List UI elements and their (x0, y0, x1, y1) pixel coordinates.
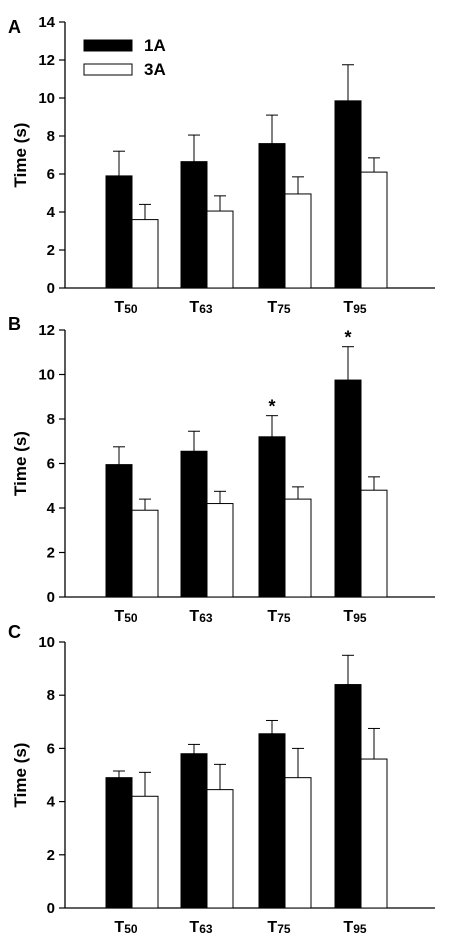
bar-3a-75 (284, 777, 312, 909)
x-tick-label: T95 (343, 299, 366, 316)
y-axis-label: Time (s) (11, 123, 30, 188)
y-tick-label: 14 (38, 14, 55, 31)
y-tick-label: 2 (47, 545, 55, 562)
x-tick-subscript: 95 (353, 302, 367, 316)
bar-3a-75 (284, 498, 312, 598)
bar-1a-75 (258, 733, 286, 909)
x-tick-label: T75 (267, 299, 290, 316)
x-tick-subscript: 63 (199, 611, 213, 625)
bar-3a-50 (131, 795, 159, 909)
x-tick-subscript: 75 (277, 922, 291, 936)
y-tick-label: 8 (47, 411, 55, 428)
x-tick-subscript: 95 (353, 611, 367, 625)
x-tick-subscript: 50 (124, 611, 138, 625)
x-tick-subscript: 75 (277, 611, 291, 625)
bar-3a-95 (360, 758, 388, 909)
y-tick-label: 6 (47, 166, 55, 183)
y-tick-label: 6 (47, 456, 55, 473)
x-tick-label: T63 (189, 919, 212, 936)
x-tick-subscript: 50 (124, 302, 138, 316)
x-tick-subscript: 63 (199, 922, 213, 936)
x-tick-subscript: 75 (277, 302, 291, 316)
bar-1a-63 (180, 753, 208, 909)
significance-marker: * (268, 397, 275, 417)
bar-1a-50 (105, 777, 133, 909)
y-tick-label: 8 (47, 687, 55, 704)
x-tick-subscript: 63 (199, 302, 213, 316)
x-tick-label: T50 (114, 608, 137, 625)
bar-3a-50 (131, 219, 159, 289)
bar-1a-95 (334, 379, 362, 598)
bar-3a-63 (206, 210, 234, 289)
bar-1a-95 (334, 684, 362, 909)
legend-label-1a: 1A (144, 36, 166, 55)
x-tick-label: T63 (189, 299, 212, 316)
x-tick-label: T75 (267, 919, 290, 936)
legend-label-3a: 3A (144, 60, 166, 79)
x-tick-subscript: 50 (124, 922, 138, 936)
bar-3a-95 (360, 171, 388, 289)
x-tick-label: T95 (343, 919, 366, 936)
y-tick-label: 2 (47, 847, 55, 864)
legend-swatch-3a (83, 63, 133, 76)
bar-1a-63 (180, 161, 208, 289)
x-tick-label: T50 (114, 919, 137, 936)
y-tick-label: 10 (38, 634, 55, 651)
bar-3a-50 (131, 509, 159, 598)
x-tick-label: T50 (114, 299, 137, 316)
y-tick-label: 4 (47, 794, 56, 811)
y-tick-label: 4 (47, 204, 56, 221)
y-tick-label: 12 (38, 52, 55, 69)
bar-1a-75 (258, 436, 286, 598)
x-tick-label: T75 (267, 608, 290, 625)
panel-letter: C (8, 622, 21, 642)
bar-3a-63 (206, 503, 234, 598)
panel-b: B Time (s) 0 2 4 6 8 10 12 * * T50 T63 T75 T95 (8, 314, 435, 625)
y-tick-label: 6 (47, 740, 55, 757)
panel-letter: B (8, 314, 21, 334)
bar-1a-50 (105, 175, 133, 289)
y-axis-label: Time (s) (11, 431, 30, 496)
panel-c: C Time (s) 0 2 4 6 8 10 T50 T63 T75 T95 (8, 622, 435, 936)
y-tick-label: 4 (47, 500, 56, 517)
panel-letter: A (8, 17, 21, 37)
y-tick-label: 10 (38, 90, 55, 107)
significance-marker: * (344, 328, 351, 348)
y-tick-label: 0 (47, 900, 55, 917)
bar-1a-63 (180, 450, 208, 598)
y-tick-label: 10 (38, 367, 55, 384)
x-tick-label: T95 (343, 608, 366, 625)
x-tick-subscript: 95 (353, 922, 367, 936)
y-tick-label: 2 (47, 242, 55, 259)
y-axis-label: Time (s) (11, 743, 30, 808)
y-tick-label: 12 (38, 322, 55, 339)
bar-3a-95 (360, 489, 388, 598)
bar-1a-75 (258, 143, 286, 289)
bar-3a-75 (284, 193, 312, 289)
legend-swatch-1a (83, 39, 133, 52)
y-tick-label: 0 (47, 589, 55, 606)
y-tick-label: 8 (47, 128, 55, 145)
bar-1a-50 (105, 464, 133, 598)
bar-3a-63 (206, 789, 234, 909)
y-tick-label: 0 (47, 280, 55, 297)
x-tick-label: T63 (189, 608, 212, 625)
bar-1a-95 (334, 100, 362, 289)
